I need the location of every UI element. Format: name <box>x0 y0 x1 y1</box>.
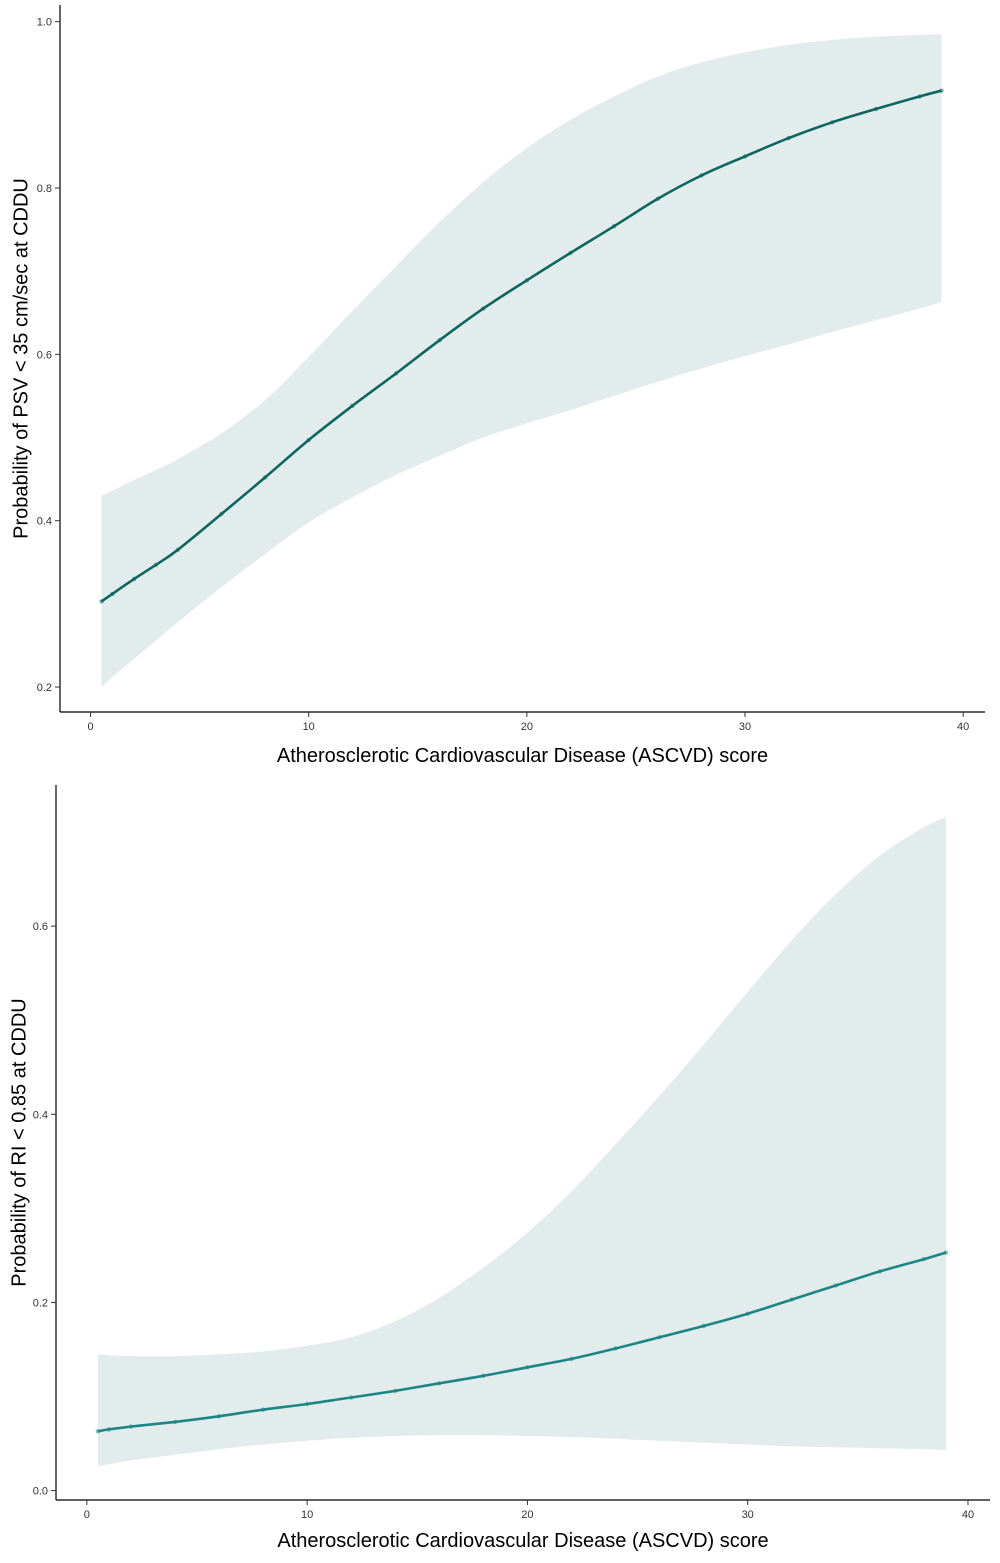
fitted-point <box>95 1429 101 1434</box>
fitted-point <box>939 88 944 93</box>
fitted-point <box>917 94 922 99</box>
fitted-points <box>99 88 944 604</box>
y-tick-label: 0.8 <box>37 183 52 195</box>
fitted-point <box>153 562 159 567</box>
fitted-point <box>262 475 268 480</box>
y-tick-label: 0.4 <box>33 1109 48 1121</box>
fitted-point <box>657 1335 662 1340</box>
fitted-point <box>568 250 573 256</box>
fitted-line <box>97 1251 947 1433</box>
y-ticks: 0.0 0.2 0.4 0.6 <box>33 921 56 1498</box>
x-axis-title: Atherosclerotic Cardiovascular Disease (… <box>277 1530 768 1552</box>
fitted-point <box>655 196 660 201</box>
fitted-point <box>877 1269 883 1274</box>
fitted-point <box>175 547 180 552</box>
fitted-point <box>437 338 442 343</box>
y-axis-title: Probability of PSV < 35 cm/sec at CDDU <box>10 178 32 539</box>
fitted-point <box>304 1401 310 1407</box>
fitted-point <box>699 173 704 178</box>
y-tick-label: 0.0 <box>33 1486 48 1498</box>
fitted-points <box>95 1250 949 1434</box>
fitted-point <box>306 437 311 443</box>
fitted-point <box>128 1424 134 1429</box>
fitted-point <box>569 1356 574 1362</box>
fitted-point <box>943 1250 949 1255</box>
fitted-point <box>350 403 355 409</box>
x-tick-label: 40 <box>957 721 969 733</box>
x-ticks: 0 10 20 30 40 <box>84 1500 974 1521</box>
fitted-point <box>481 1373 486 1378</box>
y-axis-title: Probability of RI < 0.85 at CDDU <box>8 998 30 1286</box>
fitted-point <box>481 306 486 311</box>
psv-probability-chart: 0 10 20 30 40 0.2 0.4 0.6 0.8 1.0 Atheroscleroti… <box>10 5 985 767</box>
fitted-point <box>742 154 748 159</box>
fitted-point <box>219 511 224 517</box>
y-tick-label: 0.6 <box>37 349 52 361</box>
fitted-point <box>786 135 791 141</box>
fitted-point <box>393 371 399 376</box>
fitted-point <box>524 278 530 283</box>
ri-probability-chart: 0 10 20 30 40 0.0 0.2 0.4 0.6 Atherosclerotic C… <box>8 785 990 1552</box>
y-tick-label: 0.4 <box>37 516 52 528</box>
fitted-point <box>172 1419 178 1425</box>
fitted-point <box>745 1311 750 1316</box>
x-tick-label: 30 <box>739 721 751 733</box>
y-ticks: 0.2 0.4 0.6 0.8 1.0 <box>37 17 60 694</box>
fitted-point <box>611 224 617 229</box>
fitted-point <box>833 1283 838 1288</box>
fitted-point <box>99 599 104 604</box>
x-tick-label: 20 <box>521 721 533 733</box>
y-tick-label: 1.0 <box>37 17 52 29</box>
x-tick-label: 40 <box>962 1509 974 1521</box>
fitted-point <box>260 1407 266 1412</box>
fitted-point <box>701 1323 706 1329</box>
fitted-point <box>789 1297 794 1302</box>
fitted-point <box>921 1257 927 1262</box>
x-tick-label: 20 <box>521 1509 533 1521</box>
fitted-point <box>216 1414 222 1419</box>
x-tick-label: 30 <box>742 1509 754 1521</box>
fitted-point <box>525 1365 530 1370</box>
confidence-band <box>97 817 946 1467</box>
fitted-point <box>349 1395 354 1400</box>
fitted-point <box>437 1381 442 1386</box>
y-tick-label: 0.2 <box>37 682 52 694</box>
x-tick-label: 0 <box>84 1509 90 1521</box>
fitted-point <box>613 1346 618 1351</box>
confidence-band <box>101 34 942 688</box>
y-tick-label: 0.6 <box>33 921 48 933</box>
fitted-point <box>132 576 137 582</box>
fitted-point <box>110 591 115 597</box>
fitted-point <box>830 120 835 125</box>
x-axis-title: Atherosclerotic Cardiovascular Disease (… <box>277 745 768 767</box>
fitted-point <box>106 1427 112 1432</box>
x-tick-label: 10 <box>303 721 315 733</box>
y-tick-label: 0.2 <box>33 1297 48 1309</box>
fitted-point <box>873 106 879 112</box>
fitted-point <box>393 1388 398 1394</box>
x-tick-label: 0 <box>87 721 93 733</box>
x-tick-label: 10 <box>301 1509 313 1521</box>
x-ticks: 0 10 20 30 40 <box>87 712 969 733</box>
